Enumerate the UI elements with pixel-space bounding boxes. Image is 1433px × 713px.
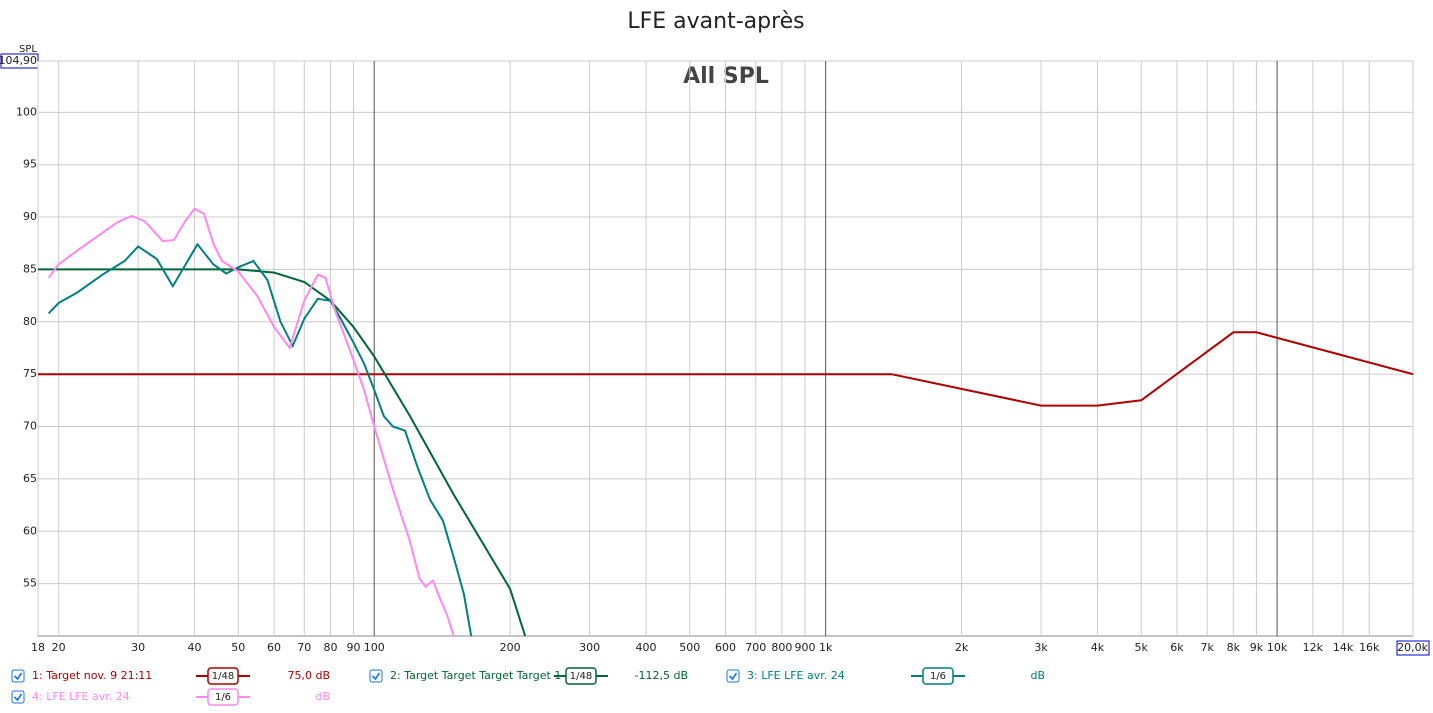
x-tick-label: 40 xyxy=(188,641,202,654)
x-tick-label: 300 xyxy=(579,641,600,654)
y-tick-label: 95 xyxy=(23,158,37,171)
y-tick-label: 70 xyxy=(23,420,37,433)
x-tick-label: 70 xyxy=(297,641,311,654)
x-tick-label: 6k xyxy=(1170,641,1184,654)
x-tick-label: 14k xyxy=(1333,641,1354,654)
grid: 55 60 65 70 75 80 85 90 95 100 104,90 18 20 30 40 50 60 7… xyxy=(0,53,1430,656)
legend-checkbox[interactable] xyxy=(369,669,383,683)
checkmark xyxy=(13,693,23,702)
smoothing-box[interactable] xyxy=(565,667,597,685)
legend-checkbox[interactable] xyxy=(726,669,740,683)
x-tick-label: 10k xyxy=(1267,641,1288,654)
legend-label: 4: LFE LFE avr. 24 xyxy=(32,690,130,703)
x-tick-label: 20 xyxy=(52,641,66,654)
legend: 1: Target nov. 9 21:11 1/48 75,0 dB 2: Targ… xyxy=(11,667,1045,706)
x-tick-label: 700 xyxy=(745,641,766,654)
legend-label: 3: LFE LFE avr. 24 xyxy=(747,669,845,682)
checkmark xyxy=(728,672,738,681)
x-tick-label: 200 xyxy=(500,641,521,654)
y-tick-label: 55 xyxy=(23,577,37,590)
x-tick-label: 100 xyxy=(364,641,385,654)
legend-checkbox[interactable] xyxy=(11,669,25,683)
smoothing-label: 1/6 xyxy=(930,671,946,682)
y-tick-label: 104,90 xyxy=(0,54,37,67)
series-line xyxy=(47,242,473,636)
smoothing-label: 1/48 xyxy=(212,671,234,682)
x-tick-label: 500 xyxy=(679,641,700,654)
x-tick-label: 16k xyxy=(1359,641,1380,654)
y-axis-label: SPL xyxy=(19,44,37,55)
legend-checkbox[interactable] xyxy=(11,690,25,704)
smoothing-label: 1/6 xyxy=(215,692,231,703)
x-tick-label: 12k xyxy=(1303,641,1324,654)
level-label: -112,5 dB xyxy=(635,669,689,682)
x-tick-label: 400 xyxy=(636,641,657,654)
series-line xyxy=(47,207,455,636)
y-tick-label: 75 xyxy=(23,367,37,380)
y-tick-label: 100 xyxy=(16,105,37,118)
x-tick-label: 80 xyxy=(323,641,337,654)
legend-label: 1: Target nov. 9 21:11 xyxy=(32,669,152,682)
level-label: dB xyxy=(1030,669,1045,682)
x-tick-label: 900 xyxy=(794,641,815,654)
smoothing-box[interactable] xyxy=(207,667,239,685)
x-tick-label: 600 xyxy=(715,641,736,654)
legend-label: 2: Target Target Target Target 1 xyxy=(390,669,561,682)
x-tick-label: 4k xyxy=(1091,641,1105,654)
x-tick-label: 50 xyxy=(231,641,245,654)
y-tick-label: 65 xyxy=(23,472,37,485)
level-label: 75,0 dB xyxy=(287,669,330,682)
x-tick-label: 20,0k xyxy=(1397,641,1428,654)
level-label: dB xyxy=(315,690,330,703)
x-tick-label: 7k xyxy=(1200,641,1214,654)
smoothing-box[interactable] xyxy=(207,688,239,706)
series-line xyxy=(38,331,1413,407)
x-tick-label: 30 xyxy=(131,641,145,654)
y-tick-label: 90 xyxy=(23,210,37,223)
checkmark xyxy=(13,672,23,681)
smoothing-label: 1/48 xyxy=(570,671,592,682)
x-tick-label: 18 xyxy=(31,641,45,654)
chart-title: LFE avant-après xyxy=(627,9,804,34)
x-tick-label: 60 xyxy=(267,641,281,654)
y-tick-label: 80 xyxy=(23,315,37,328)
x-tick-label: 8k xyxy=(1227,641,1241,654)
x-tick-label: 90 xyxy=(347,641,361,654)
x-tick-label: 2k xyxy=(955,641,969,654)
y-tick-label: 60 xyxy=(23,524,37,537)
x-tick-label: 3k xyxy=(1034,641,1048,654)
checkmark xyxy=(371,672,381,681)
x-tick-label: 9k xyxy=(1250,641,1264,654)
x-tick-label: 5k xyxy=(1135,641,1149,654)
tick-highlight xyxy=(1396,640,1430,656)
y-tick-label: 85 xyxy=(23,262,37,275)
lines xyxy=(38,207,1413,636)
x-tick-label: 800 xyxy=(771,641,792,654)
smoothing-box[interactable] xyxy=(922,667,954,685)
x-tick-label: 1k xyxy=(819,641,833,654)
